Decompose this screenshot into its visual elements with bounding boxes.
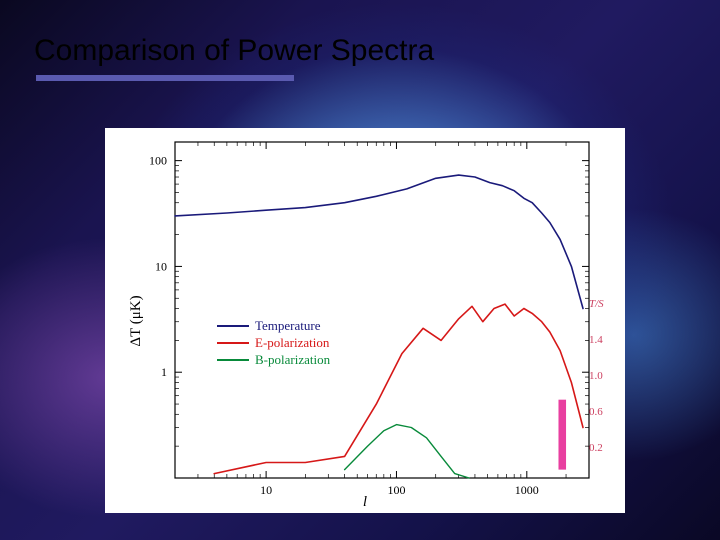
legend-item-epol: E-polarization [217,335,330,351]
svg-text:100: 100 [149,154,167,168]
slide-title-block: Comparison of Power Spectra [34,34,434,81]
legend-swatch-bpol [217,359,249,361]
ts-column: T/S 1.4 1.0 0.6 0.2 [589,298,625,478]
legend: Temperature E-polarization B-polarizatio… [217,318,330,369]
legend-label-bpol: B-polarization [255,352,330,368]
svg-text:1: 1 [161,365,167,379]
legend-item-temperature: Temperature [217,318,330,334]
ts-val-3: 0.2 [589,442,625,454]
ts-val-1: 1.0 [589,370,625,382]
power-spectra-chart: 10 100 1000 1 10 100 [105,128,625,513]
legend-label-epol: E-polarization [255,335,329,351]
slide-title: Comparison of Power Spectra [34,34,434,67]
title-underline [36,75,294,81]
legend-item-bpol: B-polarization [217,352,330,368]
svg-text:10: 10 [260,483,272,497]
ts-val-0: 1.4 [589,334,625,346]
x-axis-label: l [363,494,367,511]
legend-label-temperature: Temperature [255,318,321,334]
svg-text:10: 10 [155,259,167,273]
highlight-box [558,400,566,470]
svg-text:100: 100 [387,483,405,497]
y-axis-label: ΔT (μK) [128,295,145,346]
svg-text:1000: 1000 [515,483,539,497]
chart-panel: 10 100 1000 1 10 100 ΔT (μK) l Temperature E-… [105,128,625,513]
ts-val-2: 0.6 [589,406,625,418]
legend-swatch-epol [217,342,249,344]
legend-swatch-temperature [217,325,249,327]
ts-header: T/S [589,298,625,310]
